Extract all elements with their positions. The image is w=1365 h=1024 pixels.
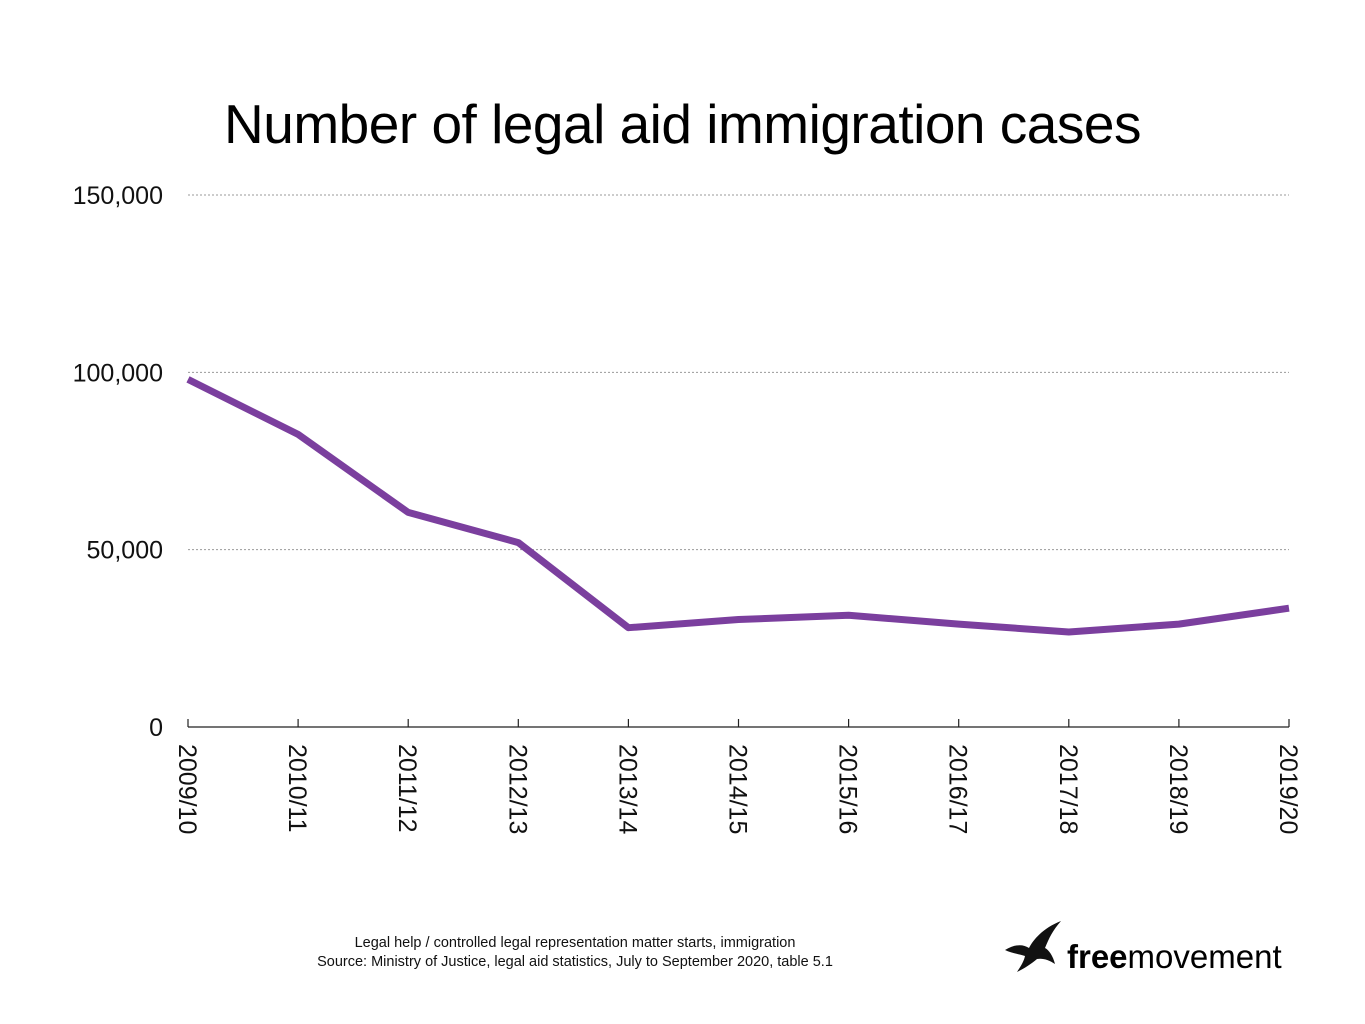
x-tick-label: 2014/15 — [724, 744, 752, 834]
y-tick-label: 50,000 — [87, 537, 163, 565]
x-tick-label: 2009/10 — [173, 744, 201, 834]
free-movement-logo: freemovement — [1003, 918, 1303, 978]
x-tick-label: 2015/16 — [834, 744, 862, 834]
x-tick-label: 2017/18 — [1054, 744, 1082, 834]
logo-free: free — [1067, 938, 1128, 975]
x-tick-label: 2012/13 — [503, 744, 531, 834]
x-tick-label: 2018/19 — [1164, 744, 1192, 834]
bird-icon — [1005, 921, 1061, 972]
y-axis: 0 50,000 100,000 150,000 — [73, 182, 163, 742]
x-tick-label: 2016/17 — [944, 744, 972, 834]
x-axis — [187, 719, 1290, 728]
y-tick-label: 100,000 — [73, 359, 163, 387]
logo-movement: movement — [1127, 938, 1282, 975]
grid-lines — [188, 194, 1289, 551]
footnote: Legal help / controlled legal representa… — [200, 934, 950, 972]
x-tick-label: 2019/20 — [1274, 744, 1302, 834]
series — [186, 376, 1290, 636]
x-tick-label: 2013/14 — [613, 744, 641, 834]
x-tick-labels: 2009/10 2010/11 2011/12 2012/13 2013/14 2014/… — [173, 744, 1302, 834]
footnote-description: Legal help / controlled legal representa… — [354, 935, 796, 951]
x-tick-label: 2010/11 — [283, 744, 311, 833]
y-tick-label: 150,000 — [73, 182, 163, 210]
logo-wordmark: freemovement — [1067, 938, 1282, 976]
y-tick-label: 0 — [149, 714, 163, 742]
series-line — [186, 376, 1290, 636]
footnote-source: Source: Ministry of Justice, legal aid s… — [317, 954, 833, 970]
x-tick-label: 2011/12 — [393, 744, 421, 833]
chart-title: Number of legal aid immigration cases — [224, 93, 1141, 155]
